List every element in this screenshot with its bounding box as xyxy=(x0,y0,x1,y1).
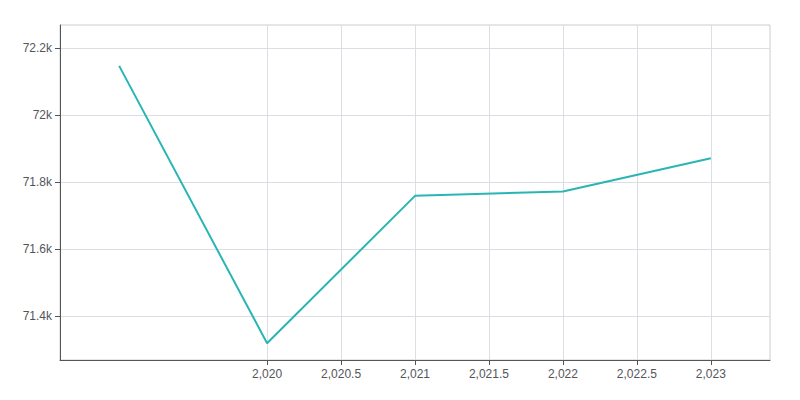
svg-text:71.4k: 71.4k xyxy=(23,309,53,323)
svg-text:2,021.5: 2,021.5 xyxy=(469,367,509,381)
svg-text:71.8k: 71.8k xyxy=(23,175,53,189)
svg-text:71.6k: 71.6k xyxy=(23,242,53,256)
svg-text:2,021: 2,021 xyxy=(400,367,430,381)
svg-text:72.2k: 72.2k xyxy=(23,41,53,55)
svg-text:2,023: 2,023 xyxy=(696,367,726,381)
svg-text:2,022: 2,022 xyxy=(548,367,578,381)
svg-text:72k: 72k xyxy=(33,108,53,122)
svg-text:2,020.5: 2,020.5 xyxy=(321,367,361,381)
svg-text:2,022.5: 2,022.5 xyxy=(617,367,657,381)
svg-text:2,020: 2,020 xyxy=(252,367,282,381)
